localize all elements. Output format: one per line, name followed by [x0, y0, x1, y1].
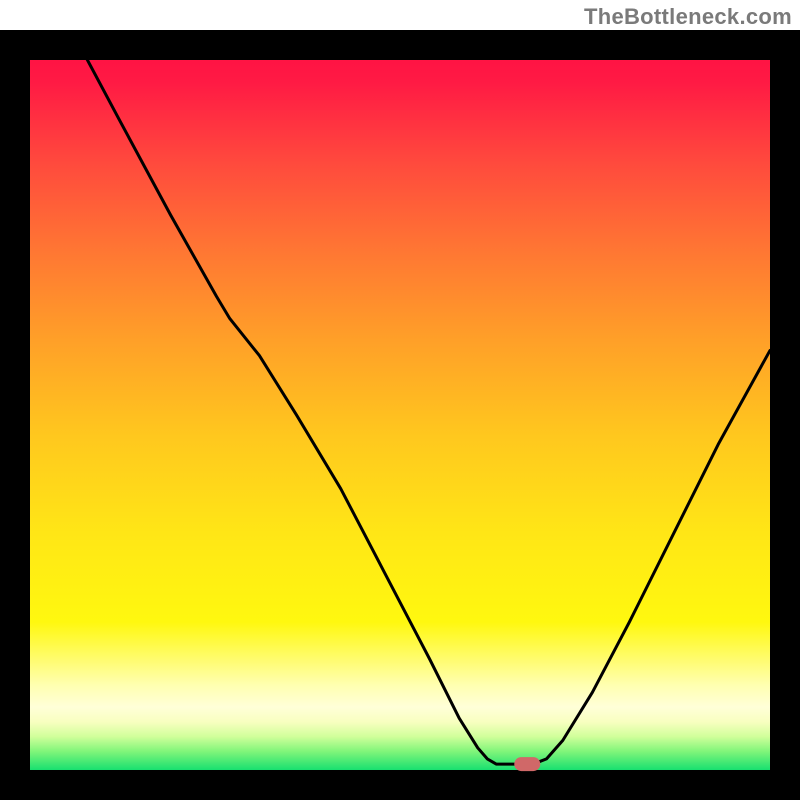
chart-border [0, 30, 800, 60]
chart-border [0, 30, 30, 800]
chart-border [0, 770, 800, 800]
bottleneck-chart [0, 30, 800, 800]
chart-container: TheBottleneck.com [0, 0, 800, 800]
chart-background [30, 30, 770, 770]
chart-svg [0, 30, 800, 800]
chart-border [770, 30, 800, 800]
optimal-point-marker [514, 757, 540, 771]
watermark-text: TheBottleneck.com [584, 4, 792, 30]
